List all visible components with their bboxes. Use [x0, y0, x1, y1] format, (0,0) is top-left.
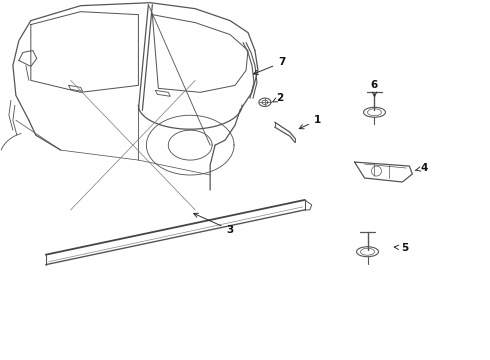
Text: 1: 1 — [299, 115, 321, 129]
Text: 5: 5 — [394, 243, 408, 253]
Text: 7: 7 — [253, 58, 286, 75]
Text: 2: 2 — [273, 93, 284, 103]
Text: 6: 6 — [371, 80, 378, 96]
Text: 3: 3 — [194, 213, 234, 235]
Text: 4: 4 — [415, 163, 428, 173]
